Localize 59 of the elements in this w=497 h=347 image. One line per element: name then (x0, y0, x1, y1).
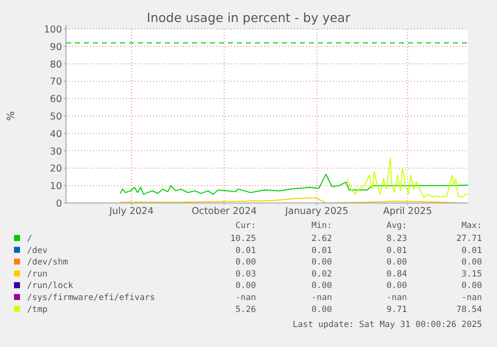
y-tick-label: 90 (50, 42, 62, 53)
y-tick-label: 20 (50, 164, 62, 175)
text: 2.62 (312, 234, 332, 244)
text: 0.01 (236, 246, 256, 256)
legend-label: /run/lock (27, 281, 74, 292)
text: 5.26 (236, 304, 256, 315)
y-tick-label: 10 (50, 181, 62, 192)
text: 0.00 (462, 258, 482, 268)
y-tick-label: 40 (50, 128, 62, 140)
text: 3.15 (462, 269, 482, 280)
text: Avg: (386, 221, 407, 231)
text: Last update: Sat May 31 00:00:26 2025 (292, 320, 482, 330)
legend-label: /sys/firmware/efi/efivars (27, 293, 155, 303)
legend-label: /run (27, 269, 48, 280)
text: 0.01 (312, 246, 332, 256)
text: 8.23 (386, 234, 407, 244)
text: 78.54 (456, 304, 482, 315)
chart-title: Inode usage in percent - by year (146, 10, 352, 25)
y-tick-label: 100 (44, 24, 62, 36)
text: Max: (462, 221, 482, 231)
text: 0.03 (236, 269, 256, 280)
text: -nan (462, 293, 482, 303)
text: -nan (386, 293, 407, 303)
line-series (346, 157, 468, 198)
text: 10.25 (230, 234, 256, 244)
y-tick-label: 80 (50, 59, 62, 70)
line-series (120, 174, 468, 195)
legend-label: /tmp (27, 304, 48, 315)
y-tick-label: 30 (50, 146, 62, 158)
y-axis-title: % (6, 111, 17, 121)
y-tick-label: 50 (50, 112, 62, 122)
text: -nan (236, 293, 256, 303)
text: 0.00 (312, 304, 332, 315)
text: 0.00 (312, 281, 332, 292)
legend-label: /dev (27, 246, 48, 256)
x-tick-label: July 2024 (108, 206, 154, 217)
text: Cur: (236, 221, 256, 231)
x-tick-label: April 2025 (383, 206, 432, 217)
legend-label: / (27, 234, 32, 244)
text: 0.00 (236, 281, 256, 292)
y-tick-label: 60 (50, 94, 62, 106)
legend-label: /dev/shm (27, 258, 68, 268)
text: 0.00 (386, 258, 407, 268)
x-tick-label: January 2025 (284, 206, 348, 217)
text: 0.00 (462, 281, 482, 292)
y-tick-label: 0 (56, 198, 62, 210)
x-tick-label: October 2024 (192, 206, 257, 217)
text: 9.71 (386, 304, 407, 315)
text: 0.01 (462, 246, 482, 256)
text: 0.00 (236, 258, 256, 268)
text: 0.00 (386, 281, 407, 292)
text: 0.00 (312, 258, 332, 268)
text: 0.84 (386, 269, 407, 280)
text: Min: (312, 221, 332, 231)
y-tick-label: 70 (50, 76, 62, 88)
text: 0.01 (386, 246, 407, 256)
text: 0.02 (312, 269, 332, 280)
text: 27.71 (456, 234, 482, 244)
text: -nan (312, 293, 332, 303)
